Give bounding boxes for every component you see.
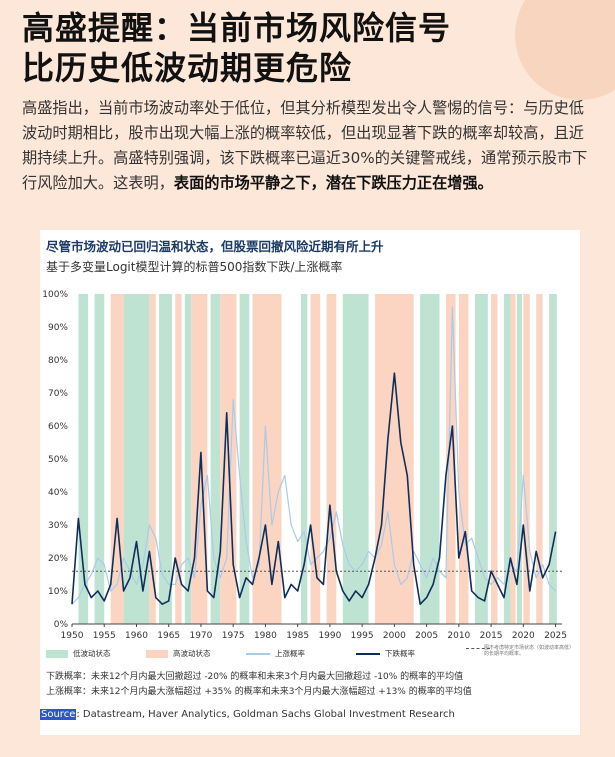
legend-swatch-down [356, 652, 380, 655]
regime-low-vol-7 [300, 294, 308, 624]
intro-text: 高盛指出，当前市场波动率处于低位，但其分析模型发出令人警惕的信号：与历史低波动时… [22, 99, 588, 192]
regime-low-vol-6 [239, 294, 250, 624]
regime-low-vol-12 [516, 294, 523, 624]
x-tick-label-4: 1970 [189, 631, 212, 641]
regime-high-vol-10 [458, 294, 469, 624]
x-tick-label-5: 1975 [222, 631, 245, 641]
source-label: Source [40, 709, 77, 720]
y-tick-label-0: 0% [54, 620, 69, 630]
legend-swatch-low-vol [46, 649, 68, 658]
corner-decoration [515, 0, 615, 100]
legend-label-low-vol: 低波动状态 [73, 649, 111, 658]
x-tick-label-7: 1985 [286, 631, 309, 641]
source-line: Source: Datastream, Haver Analytics, Gol… [40, 709, 455, 720]
y-tick-label-7: 70% [48, 389, 68, 399]
regime-low-vol-9 [420, 294, 440, 624]
regime-bands [78, 294, 557, 624]
axes: 0% 10% 20% 30% 40% 50% 60% 70% 80% 90% 100% 1950 195… [42, 290, 567, 641]
y-tick-label-10: 100% [42, 290, 68, 300]
x-tick-label-3: 1965 [157, 631, 180, 641]
definition-up: 上涨概率：未来12个月内最大涨幅超过 +35% 的概率和未来3个月内最大涨幅超过… [46, 687, 472, 697]
regime-high-vol-6 [310, 294, 321, 624]
x-tick-label-8: 1990 [318, 631, 341, 641]
intro-paragraph: 高盛指出，当前市场波动率处于低位，但其分析模型发出令人警惕的信号：与历史低波动时… [22, 96, 597, 196]
definition-down: 下跌概率：未来12个月内最大回撤超过 -20% 的概率和未来3个月内最大回撤超过… [46, 672, 464, 682]
regime-high-vol-13 [523, 294, 530, 624]
series-line-1 [71, 372, 557, 606]
x-tick-label-9: 1995 [351, 631, 374, 641]
y-tick-label-3: 30% [48, 521, 68, 531]
regime-high-vol-0 [110, 294, 124, 624]
x-tick-label-11: 2005 [415, 631, 438, 641]
definitions: 下跌概率：未来12个月内最大回撤超过 -20% 的概率和未来3个月内最大回撤超过… [46, 670, 580, 700]
x-tick-label-10: 2000 [383, 631, 406, 641]
intro-bold-text: 表面的市场平静之下，潜在下跌压力正在增强。 [173, 174, 493, 192]
regime-high-vol-2 [175, 294, 182, 624]
y-tick-label-6: 60% [48, 422, 68, 432]
title-line-2: 比历史低波动期更危险 [22, 49, 353, 87]
regime-low-vol-4 [184, 294, 192, 624]
y-tick-label-8: 80% [48, 356, 68, 366]
regime-high-vol-1 [149, 294, 156, 624]
x-tick-label-6: 1980 [254, 631, 277, 641]
regime-low-vol-3 [159, 294, 172, 624]
regime-high-vol-7 [326, 294, 337, 624]
chart-subtitle: 基于多变量Logit模型计算的标普500指数下跌/上涨概率 [46, 260, 343, 274]
legend-high-vol: 高波动状态 [146, 648, 211, 659]
legend-label-up: 上涨概率 [275, 649, 305, 658]
chart-card: 尽管市场波动已回归温和状态，但股票回撤风险近期有所上升 基于多变量Logit模型… [40, 230, 580, 735]
y-tick-label-9: 90% [48, 323, 68, 333]
legend-swatch-up [246, 652, 270, 655]
x-tick-label-13: 2015 [480, 631, 503, 641]
y-tick-label-5: 50% [48, 455, 68, 465]
x-tick-label-2: 1960 [125, 631, 148, 641]
y-tick-label-4: 40% [48, 488, 68, 498]
regime-low-vol-5 [210, 294, 221, 624]
probability-chart: 0% 10% 20% 30% 40% 50% 60% 70% 80% 90% 100% 1950 195… [42, 290, 567, 641]
legend-swatch-high-vol [146, 649, 168, 658]
regime-high-vol-8 [375, 294, 414, 624]
legend-up-prob: 上涨概率 [246, 648, 305, 659]
legend-label-high-vol: 高波动状态 [173, 649, 211, 658]
page-title: 高盛提醒：当前市场风险信号 比历史低波动期更危险 [22, 8, 502, 88]
regime-low-vol-8 [342, 294, 369, 624]
series-lines [71, 306, 557, 606]
x-tick-label-12: 2010 [447, 631, 470, 641]
regime-low-vol-2 [123, 294, 150, 624]
title-line-1: 高盛提醒：当前市场风险信号 [22, 9, 452, 47]
regime-low-vol-13 [549, 294, 557, 624]
chart-legend: 低波动状态 高波动状态 上涨概率 下跌概率 图不考虑特定市场状态（如波动率高低）… [46, 645, 580, 666]
legend-swatch-average [466, 648, 490, 649]
y-tick-label-2: 20% [48, 554, 68, 564]
regime-high-vol-9 [445, 294, 456, 624]
regime-low-vol-0 [78, 294, 89, 624]
chart-title: 尽管市场波动已回归温和状态，但股票回撤风险近期有所上升 [46, 239, 384, 254]
x-tick-label-0: 1950 [61, 631, 84, 641]
legend-low-vol: 低波动状态 [46, 648, 111, 659]
legend-down-prob: 下跌概率 [356, 648, 415, 659]
regime-high-vol-14 [536, 294, 543, 624]
x-tick-label-14: 2020 [512, 631, 535, 641]
regime-low-vol-11 [503, 294, 511, 624]
x-tick-label-15: 2025 [544, 631, 567, 641]
regime-high-vol-11 [491, 294, 498, 624]
legend-average [466, 648, 495, 649]
x-tick-label-1: 1955 [93, 631, 116, 641]
legend-label-down: 下跌概率 [385, 649, 415, 658]
y-tick-label-1: 10% [48, 587, 68, 597]
legend-average-note: 图不考虑特定市场状态（如波动率高低）的长期平均概率。 [484, 645, 575, 657]
regime-low-vol-1 [94, 294, 105, 624]
regime-low-vol-10 [474, 294, 488, 624]
regime-high-vol-12 [510, 294, 516, 624]
source-text: : Datastream, Haver Analytics, Goldman S… [76, 709, 455, 720]
series-line-0 [71, 306, 557, 605]
